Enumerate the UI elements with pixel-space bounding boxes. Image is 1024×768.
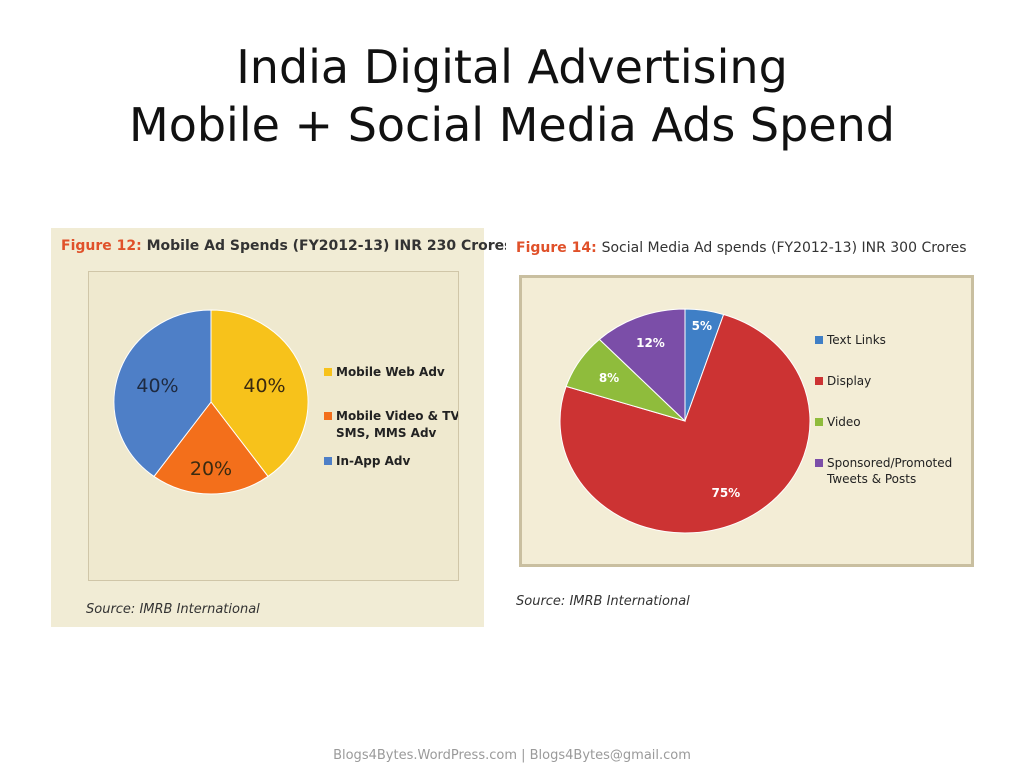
figure-caption: Figure 14: Social Media Ad spends (FY201… [516,240,967,256]
chart-title: Mobile Ad Spends (FY2012-13) INR 230 Cro… [146,238,513,254]
legend-swatch [815,336,823,344]
legend-entry-mobile-video-tv-sms-mms-adv: Mobile Video & TV, SMS, MMS Adv [324,409,463,440]
footer-credit: Blogs4Bytes.WordPress.com | Blogs4Bytes@… [333,748,691,763]
data-label-mobile-web-adv: 40% [243,375,285,397]
figure-social-media-ad-spends: Figure 14: Social Media Ad spends (FY201… [506,230,994,620]
figure-number: Figure 14: [516,240,597,256]
legend-entry-text-links: Text Links [815,333,886,347]
plot-area: 40% 20% 40% Mobile Web Adv Mobile Video & TV… [88,271,463,581]
mobile-ad-spends-pie-chart: 40% 20% 40% Mobile Web Adv Mobile Video & TV… [113,309,463,495]
pie-slice-sponsored-promoted-tweets-posts [598,308,686,423]
social-media-ad-spends-pie-chart: 5% 75% 8% 12% Text Links Display Video Sponsore… [559,308,952,534]
data-label-sponsored-promoted-tweets-posts: 12% [636,336,665,350]
chart-title: Social Media Ad spends (FY2012-13) INR 3… [601,240,967,256]
data-label-mobile-video-tv-sms-mms-adv: 20% [190,458,232,480]
slide-title-line-1: India Digital Advertising [236,40,788,94]
data-label-in-app-adv: 40% [136,375,178,397]
source-note: Source: IMRB International [86,602,260,617]
legend-swatch [815,459,823,467]
legend-entry-in-app-adv: In-App Adv [324,454,411,468]
legend-swatch [815,418,823,426]
data-label-video: 8% [599,371,619,385]
pie-slice-mobile-video-tv-sms-mms-adv [153,401,269,495]
legend-swatch [324,368,332,376]
legend-label: In-App Adv [336,454,411,468]
figure-caption: Figure 12: Mobile Ad Spends (FY2012-13) … [61,238,513,254]
pie-slice-mobile-web-adv [210,309,309,478]
legend-label: Display [827,374,871,388]
legend-swatch [324,412,332,420]
pie-slice-in-app-adv [113,309,212,478]
source-note: Source: IMRB International [516,594,690,609]
data-label-text-links: 5% [692,319,712,333]
pie-slice-display [559,313,811,534]
legend-label: Mobile Video & TV, [336,409,458,423]
legend-label: Mobile Web Adv [336,365,445,379]
legend-label: Tweets & Posts [826,472,916,486]
slide-title: India Digital Advertising Mobile + Socia… [0,38,1024,154]
plot-area: 5% 75% 8% 12% Text Links Display Video Sponsore… [519,275,974,567]
legend-entry-display: Display [815,374,871,388]
slide-title-line-2: Mobile + Social Media Ads Spend [129,98,895,152]
legend-entry-sponsored-promoted-tweets-posts: Sponsored/Promoted Tweets & Posts [815,456,952,486]
legend-label: Sponsored/Promoted [827,456,952,470]
figure-mobile-ad-spends: Figure 12: Mobile Ad Spends (FY2012-13) … [51,228,513,627]
legend-entry-mobile-web-adv: Mobile Web Adv [324,365,445,379]
legend-entry-video: Video [815,415,861,429]
legend-label: SMS, MMS Adv [336,426,437,440]
legend-swatch [815,377,823,385]
legend-label: Video [827,415,861,429]
legend-swatch [324,457,332,465]
figure-number: Figure 12: [61,238,142,254]
legend-label: Text Links [826,333,886,347]
data-label-display: 75% [711,486,740,500]
